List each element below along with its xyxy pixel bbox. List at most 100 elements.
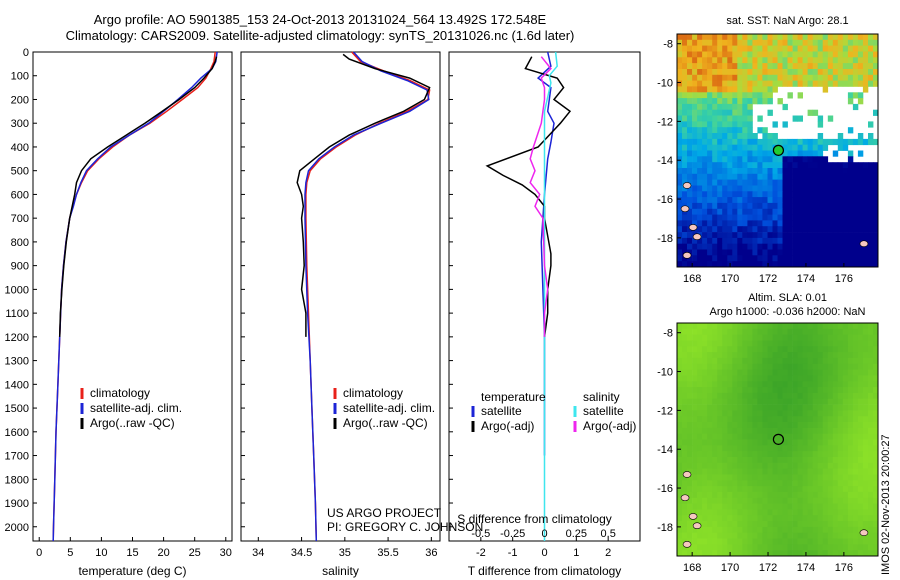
- legend-label: satellite: [481, 404, 522, 418]
- sla-cell: [847, 462, 854, 469]
- sla-cell: [682, 445, 688, 452]
- sst-cell: [832, 150, 839, 157]
- sst-cell: [712, 179, 718, 186]
- sst-cell: [802, 202, 808, 210]
- sst-cell: [787, 173, 793, 180]
- sla-cell: [847, 445, 854, 452]
- sla-cell: [732, 462, 738, 469]
- sla-cell: [692, 451, 698, 458]
- sst-cell: [812, 208, 819, 215]
- sla-cell: [722, 427, 728, 435]
- sla-cell: [767, 427, 773, 435]
- sst-cell: [802, 261, 808, 268]
- sla-cell: [787, 346, 793, 353]
- sla-cell: [837, 323, 844, 330]
- sla-cell: [767, 328, 773, 335]
- sst-cell: [807, 261, 813, 268]
- sst-cell: [727, 39, 733, 46]
- sla-cell: [682, 334, 688, 341]
- sla-cell: [862, 346, 869, 353]
- sst-cell: [767, 86, 773, 93]
- sst-cell: [787, 168, 793, 175]
- sla-cell: [717, 532, 723, 539]
- sla-cell: [868, 427, 874, 435]
- panel-temperature: 0100200300400500600700800900100011001200…: [5, 47, 233, 578]
- sst-cell: [812, 39, 819, 46]
- sst-cell: [722, 34, 728, 41]
- sla-cell: [677, 334, 683, 341]
- sla-cell: [747, 550, 753, 557]
- sla-cell: [797, 323, 803, 330]
- sla-cell: [782, 509, 788, 516]
- map-y-tick-label: -14: [657, 155, 673, 167]
- sla-cell: [842, 521, 849, 528]
- sst-cell: [727, 202, 733, 210]
- sst-cell: [722, 214, 728, 221]
- sst-cell: [752, 168, 758, 175]
- sla-cell: [752, 369, 758, 376]
- sla-cell: [737, 491, 743, 499]
- sst-cell: [782, 103, 788, 111]
- sla-cell: [847, 404, 854, 411]
- sst-cell: [737, 121, 743, 128]
- sst-cell: [727, 185, 733, 192]
- sst-cell: [777, 220, 783, 227]
- sst-cell: [802, 179, 808, 186]
- sst-cell: [873, 34, 879, 41]
- sla-cell: [737, 457, 743, 464]
- sst-cell: [697, 69, 703, 76]
- sla-cell: [697, 497, 703, 504]
- sst-cell: [832, 39, 839, 46]
- sla-cell: [682, 410, 688, 417]
- sst-cell: [742, 202, 748, 210]
- sla-cell: [852, 497, 859, 504]
- sla-cell: [717, 451, 723, 458]
- sla-cell: [702, 340, 708, 347]
- sla-cell: [682, 375, 688, 382]
- sla-cell: [787, 381, 793, 388]
- y-tick-label: 1800: [5, 474, 29, 486]
- sst-cell: [792, 249, 798, 256]
- sla-cell: [797, 515, 803, 522]
- sst-cell: [732, 249, 738, 256]
- sla-cell: [732, 474, 738, 481]
- sla-cell: [762, 410, 768, 417]
- sst-cell: [873, 185, 879, 192]
- sst-cell: [692, 127, 698, 134]
- sla-cell: [777, 532, 783, 539]
- sst-cell: [687, 214, 693, 221]
- sst-cell: [732, 98, 738, 105]
- sla-cell: [777, 526, 783, 534]
- sst-cell: [732, 179, 738, 186]
- sla-cell: [817, 538, 824, 545]
- sla-cell: [702, 410, 708, 417]
- sla-cell: [802, 474, 808, 481]
- sla-cell: [727, 445, 733, 452]
- sst-cell: [722, 103, 728, 111]
- sst-cell: [707, 150, 713, 157]
- sst-cell: [802, 150, 808, 157]
- sla-cell: [827, 422, 834, 429]
- sla-cell: [857, 526, 864, 534]
- sla-cell: [822, 346, 829, 353]
- sst-cell: [697, 208, 703, 215]
- sla-cell: [747, 509, 753, 516]
- sla-cell: [797, 480, 803, 487]
- sst-cell: [802, 69, 808, 76]
- sla-cell: [757, 538, 763, 545]
- sst-cell: [722, 138, 728, 146]
- sla-cell: [837, 474, 844, 481]
- sst-cell: [777, 185, 783, 192]
- sst-cell: [873, 80, 879, 87]
- map-x-tick-label: 168: [683, 273, 701, 285]
- sla-cell: [747, 515, 753, 522]
- sla-cell: [752, 422, 758, 429]
- sst-cell: [732, 39, 738, 46]
- sst-cell: [697, 45, 703, 52]
- sla-cell: [852, 352, 859, 359]
- sst-cell: [857, 237, 864, 245]
- sla-cell: [873, 363, 879, 370]
- sla-cell: [712, 480, 718, 487]
- sla-cell: [827, 526, 834, 534]
- sla-cell: [797, 334, 803, 341]
